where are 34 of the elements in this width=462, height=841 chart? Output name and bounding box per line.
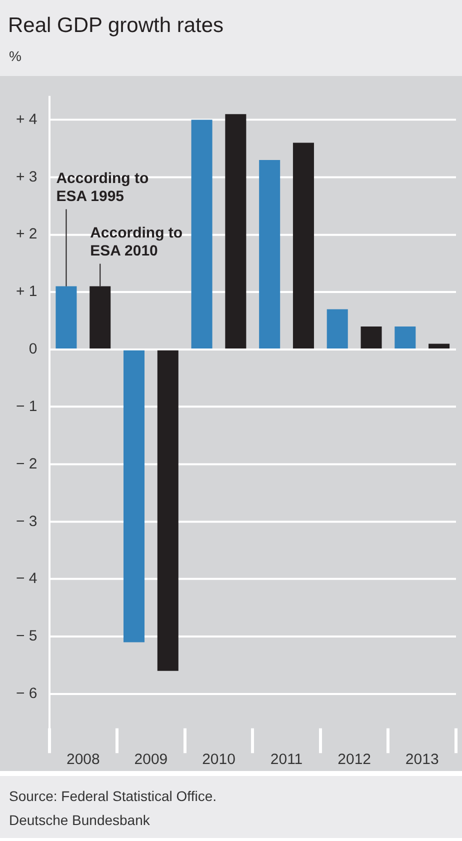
y-tick-label: − 6	[16, 685, 38, 702]
y-tick-label: − 5	[16, 628, 38, 645]
chart-title: Real GDP growth rates	[7, 13, 225, 39]
x-tick-label: 2013	[405, 751, 439, 768]
y-tick-label: − 4	[16, 570, 38, 588]
bar	[157, 350, 178, 671]
bar	[225, 114, 246, 348]
text: According to ESA 1995	[56, 170, 149, 205]
y-tick-label: + 3	[16, 168, 38, 186]
x-tick-label: 2010	[202, 751, 236, 768]
y-tick-label: + 4	[16, 110, 38, 128]
y-tick-label: − 2	[16, 455, 38, 472]
bar	[124, 350, 145, 642]
bar	[191, 120, 212, 348]
y-tick-label: − 3	[16, 512, 38, 530]
bar	[292, 142, 314, 348]
y-tick-label: − 1	[16, 398, 38, 415]
y-tick-label: + 2	[16, 226, 38, 243]
bar	[56, 286, 77, 348]
bar	[428, 344, 450, 348]
x-tick-label: 2012	[338, 751, 371, 768]
y-axis-title: %	[8, 47, 22, 66]
x-tick-label: 2009	[134, 751, 168, 768]
source-note: Source: Federal Statistical Office.	[9, 787, 218, 806]
series-label: According to ESA 2010	[90, 224, 183, 260]
y-tick-label: 0	[28, 340, 38, 358]
x-tick-label: 2011	[270, 751, 303, 768]
bar	[360, 326, 382, 348]
bar	[326, 309, 348, 348]
bar	[394, 326, 416, 348]
text: Deutsche Bundesbank	[9, 811, 151, 830]
bar	[259, 160, 280, 348]
y-tick-label: + 1	[16, 283, 38, 300]
x-tick-label: 2008	[66, 751, 100, 768]
